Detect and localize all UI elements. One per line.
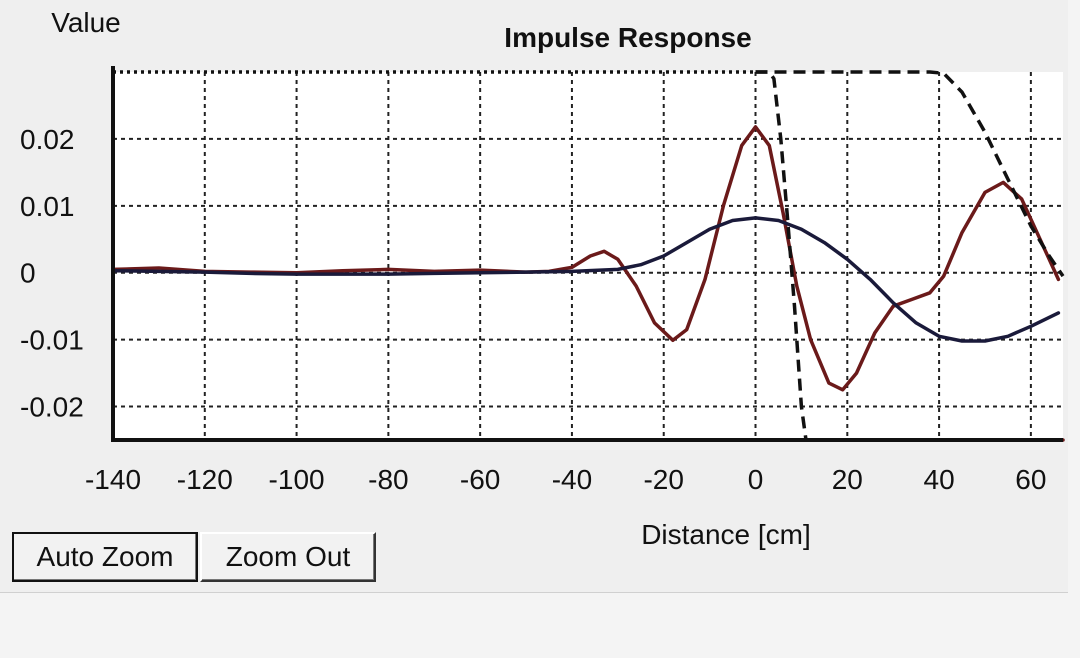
impulse-response-chart: -140 -120 -100 -80 -60 -40 -20 0 20 40 60 0.02 0.01 0… (20, 7, 1065, 550)
y-tick-label: -0.01 (20, 325, 84, 356)
chart-title: Impulse Response (504, 22, 751, 53)
x-tick-label: 60 (1015, 464, 1046, 495)
x-tick-label: -100 (269, 464, 325, 495)
series-line-2 (111, 216, 1061, 343)
x-tick-label: -140 (85, 464, 141, 495)
x-tick-label: -40 (552, 464, 592, 495)
series-line-1 (111, 125, 1061, 392)
x-tick-label: -80 (368, 464, 408, 495)
x-tick-label: 40 (924, 464, 955, 495)
x-tick-label: 0 (748, 464, 764, 495)
series-line-4 (755, 70, 1065, 278)
y-tick-label: -0.02 (20, 392, 84, 423)
y-tick-label: 0.01 (20, 191, 75, 222)
zoom-out-button[interactable]: Zoom Out (200, 532, 376, 582)
x-tick-label: -20 (643, 464, 683, 495)
series-line-3 (755, 70, 808, 441)
x-tick-label: -60 (460, 464, 500, 495)
chart-panel: -140 -120 -100 -80 -60 -40 -20 0 20 40 60 0.02 0.01 0… (0, 7, 1068, 593)
y-tick-label: 0.02 (20, 124, 75, 155)
y-tick-label: 0 (20, 258, 36, 289)
auto-zoom-button[interactable]: Auto Zoom (12, 532, 198, 582)
x-axis-title: Distance [cm] (641, 519, 811, 550)
x-tick-label: 20 (832, 464, 863, 495)
y-axis-title: Value (51, 7, 121, 38)
x-tick-label: -120 (177, 464, 233, 495)
